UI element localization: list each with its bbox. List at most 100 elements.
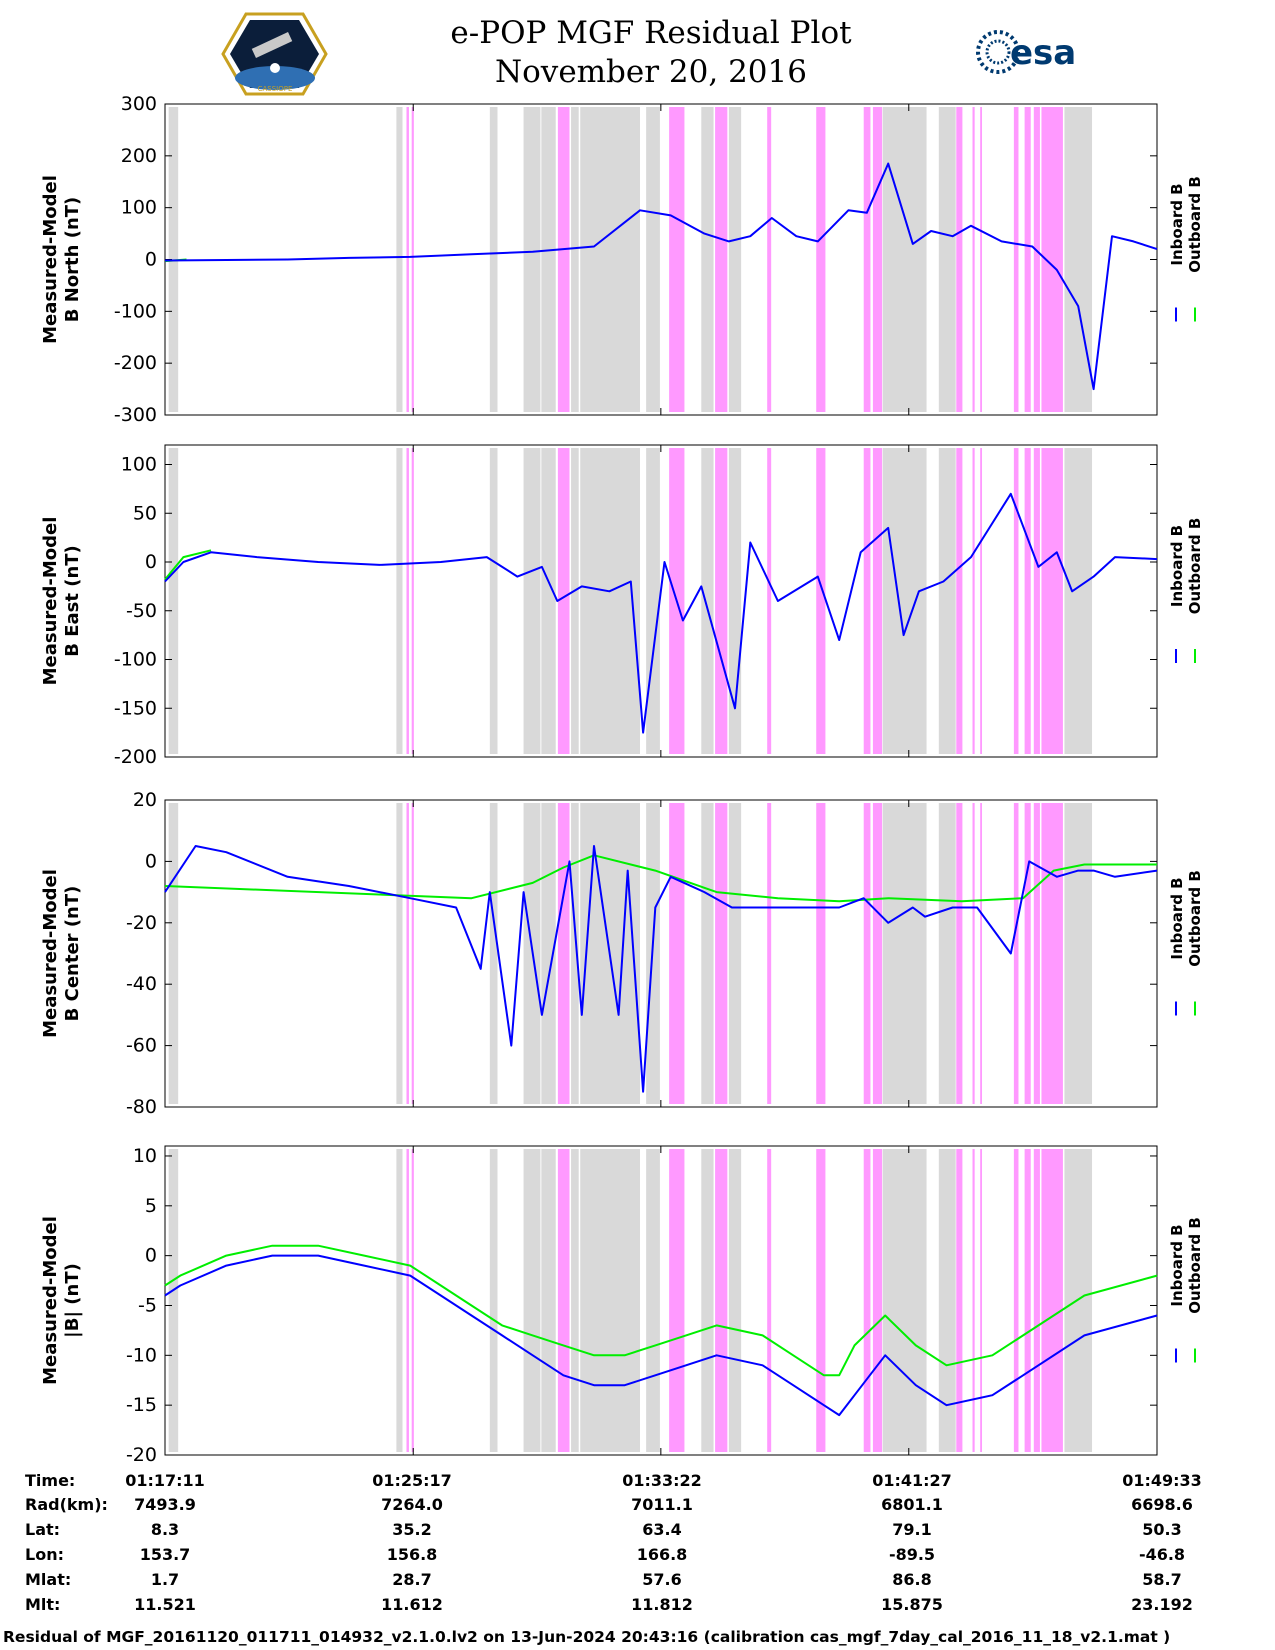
y-tick-label: 100 xyxy=(121,197,157,219)
info-cell: 01:17:11 xyxy=(125,1471,205,1490)
data-gap-band xyxy=(168,803,179,1104)
flag-band xyxy=(956,107,963,412)
info-row-label-lat: Lat: xyxy=(25,1520,60,1539)
data-gap-band xyxy=(938,448,956,754)
info-cell: 86.8 xyxy=(892,1570,931,1589)
y-tick-label: -200 xyxy=(114,352,157,374)
panel-1: 300 200 100 0 -100 -200 -300 Measured-Model B No… xyxy=(40,93,1204,426)
flag-band xyxy=(669,1149,685,1452)
info-cell: 6698.6 xyxy=(1131,1495,1193,1514)
flag-band xyxy=(767,803,772,1104)
outboard-series-line xyxy=(164,549,212,581)
y-tick-label: -10 xyxy=(126,1344,157,1366)
info-row-label-lon: Lon: xyxy=(25,1545,64,1564)
y-axis-label-line1: Measured-Model xyxy=(40,869,61,1038)
data-gap-band xyxy=(541,803,556,1104)
y-tick-label: -80 xyxy=(126,1096,157,1118)
info-cell: 11.521 xyxy=(134,1595,196,1614)
data-gap-band xyxy=(571,1149,579,1452)
data-gap-band xyxy=(938,803,956,1104)
plot-frame xyxy=(164,799,1158,1108)
y-tick-label: 0 xyxy=(145,1245,157,1267)
flag-band xyxy=(1033,448,1040,754)
flag-band xyxy=(980,1149,983,1452)
info-cell: -89.5 xyxy=(889,1545,935,1564)
flag-band xyxy=(956,448,963,754)
info-cell: 15.875 xyxy=(881,1595,943,1614)
data-gap-band xyxy=(728,1149,742,1452)
chart-subtitle-date: November 20, 2016 xyxy=(495,54,807,90)
data-gap-band xyxy=(580,1149,641,1452)
data-gap-band xyxy=(728,803,742,1104)
info-cell: 63.4 xyxy=(642,1520,681,1539)
data-gap-band xyxy=(1064,448,1093,754)
legend-outboard-label: Outboard B xyxy=(1186,870,1204,967)
flag-band xyxy=(1013,448,1019,754)
data-gap-band xyxy=(580,107,641,412)
flag-band xyxy=(1041,448,1063,754)
data-gap-band xyxy=(168,1149,179,1452)
info-cell: 6801.1 xyxy=(881,1495,943,1514)
data-gap-band xyxy=(541,107,556,412)
inboard-series-line xyxy=(164,492,1158,734)
data-gap-band xyxy=(938,107,956,412)
flag-band xyxy=(411,1149,414,1452)
flag-band xyxy=(669,803,685,1104)
info-cell: 8.3 xyxy=(151,1520,179,1539)
flag-band xyxy=(406,107,409,412)
info-row-label-mlat: Mlat: xyxy=(25,1570,71,1589)
outboard-series-line xyxy=(164,854,1157,903)
data-gap-band xyxy=(541,448,556,754)
info-cell: 01:49:33 xyxy=(1122,1471,1202,1490)
y-tick-label: -20 xyxy=(126,1444,157,1466)
outboard-series-line xyxy=(164,1244,1158,1377)
data-gap-band xyxy=(701,448,714,754)
data-gap-band xyxy=(168,448,179,754)
legend-inboard-label: Inboard B xyxy=(1168,1224,1186,1306)
data-gap-band xyxy=(646,107,660,412)
y-tick-label: 0 xyxy=(145,850,157,872)
plot-frame xyxy=(164,444,1158,758)
data-gap-band xyxy=(571,803,579,1104)
info-row-label-mlt: Mlt: xyxy=(25,1595,60,1614)
data-gap-band xyxy=(1064,803,1093,1104)
flag-band xyxy=(863,448,871,754)
flag-band xyxy=(715,803,728,1104)
flag-band xyxy=(863,107,871,412)
flag-band xyxy=(411,803,414,1104)
inboard-series-line xyxy=(164,162,1158,391)
flag-band xyxy=(411,448,414,754)
y-tick-label: -20 xyxy=(126,912,157,934)
data-gap-band xyxy=(489,107,498,412)
flag-band xyxy=(557,107,570,412)
inboard-series-line xyxy=(164,1254,1158,1417)
panel-2: 100 50 0 -50 -100 -150 -200 Measured-Model B Eas… xyxy=(40,444,1204,768)
info-cell: 57.6 xyxy=(642,1570,681,1589)
y-tick-label: 5 xyxy=(145,1195,157,1217)
legend-outboard-label: Outboard B xyxy=(1186,1217,1204,1314)
info-row-label-rad: Rad(km): xyxy=(25,1495,108,1514)
data-gap-band xyxy=(646,1149,660,1452)
info-cell: 11.812 xyxy=(631,1595,693,1614)
flag-band xyxy=(1041,803,1063,1104)
info-cell: 1.7 xyxy=(151,1570,179,1589)
y-axis-label-line2: B North (nT) xyxy=(62,197,83,323)
esa-logo: esa xyxy=(976,30,1076,74)
flag-band xyxy=(557,803,570,1104)
flag-band xyxy=(972,1149,975,1452)
y-tick-label: 0 xyxy=(145,249,157,271)
info-cell: 01:25:17 xyxy=(372,1471,452,1490)
info-cell: 7493.9 xyxy=(134,1495,196,1514)
flag-band xyxy=(1041,107,1063,412)
flag-band xyxy=(767,448,772,754)
y-tick-label: -15 xyxy=(126,1394,157,1416)
y-tick-label: 20 xyxy=(133,789,157,811)
flag-band xyxy=(767,107,772,412)
flag-band xyxy=(411,107,414,412)
data-gap-band xyxy=(1064,107,1093,412)
y-tick-label: 200 xyxy=(121,145,157,167)
flag-band xyxy=(1024,448,1031,754)
panel-3: 20 0 -20 -40 -60 -80 Measured-Model B Center (n… xyxy=(40,789,1204,1118)
info-cell: 58.7 xyxy=(1142,1570,1181,1589)
